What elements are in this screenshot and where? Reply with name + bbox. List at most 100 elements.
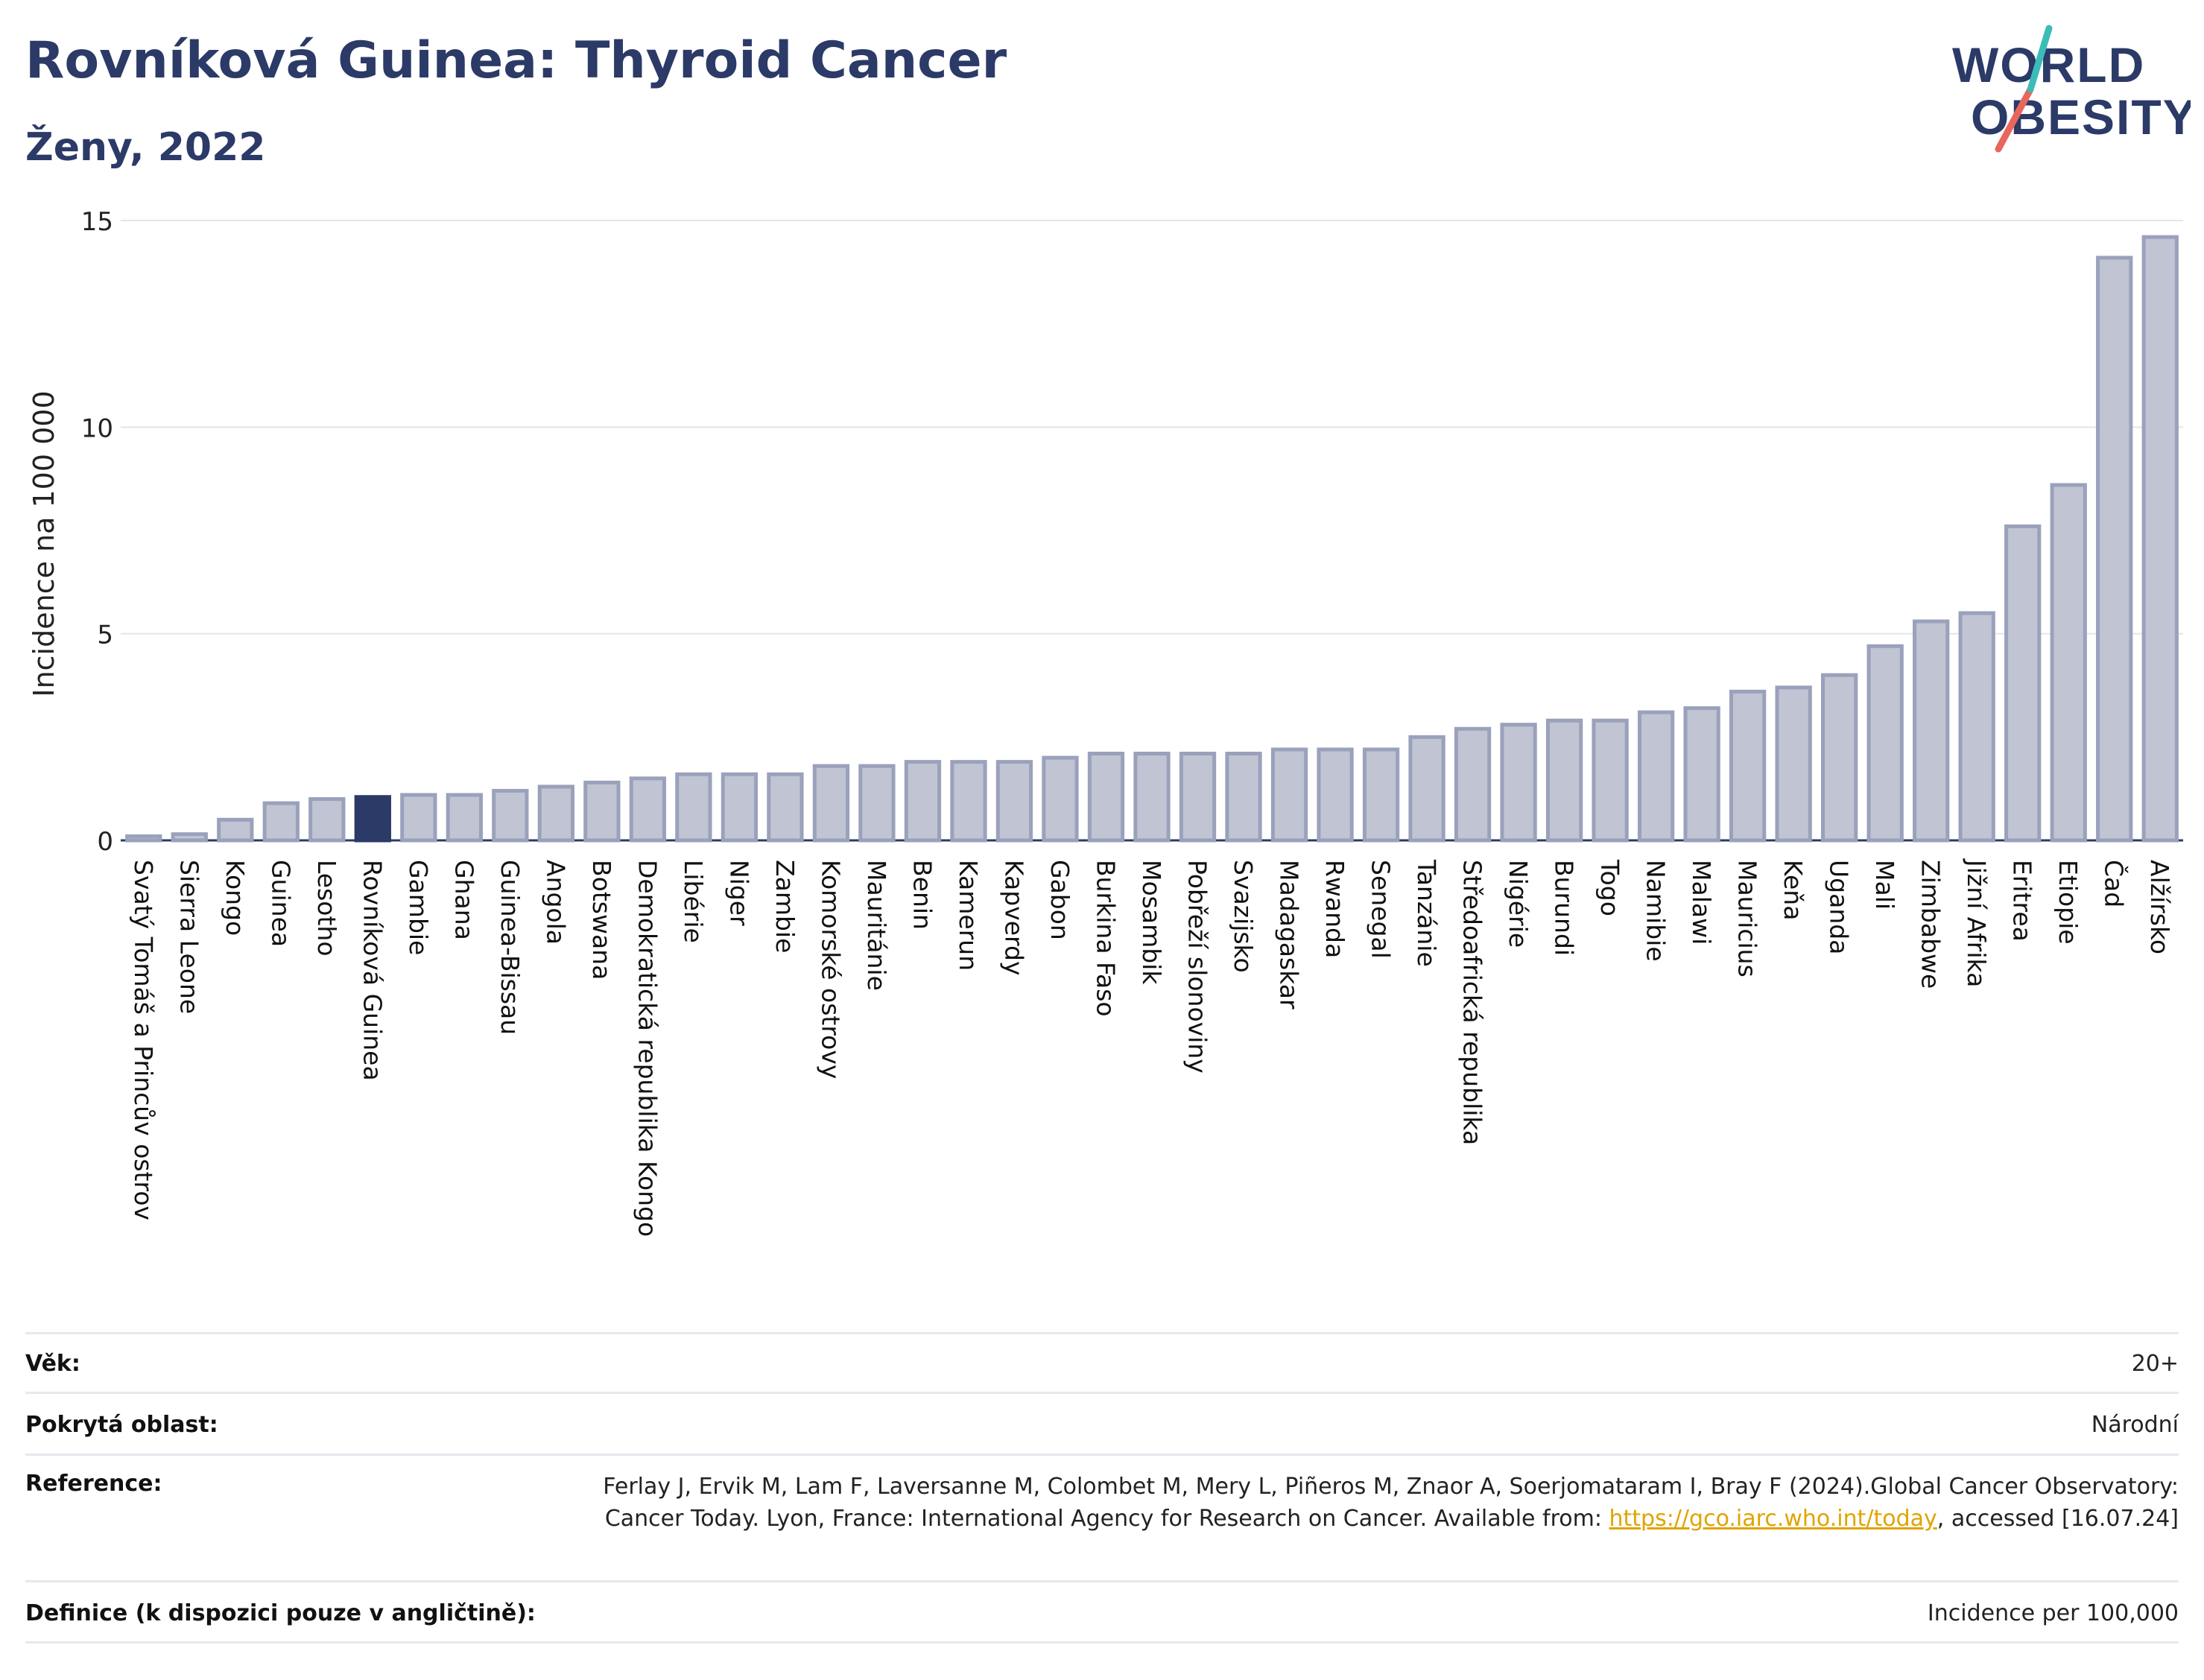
reference-accessed: , accessed [16.07.24]	[1937, 1506, 2179, 1532]
x-tick-label: Kamerun	[954, 860, 983, 971]
x-tick-label: Mauritánie	[862, 860, 891, 991]
x-tick-label: Demokratická republika Kongo	[633, 860, 662, 1237]
bar	[2050, 483, 2087, 843]
bar	[308, 797, 346, 843]
bar	[1500, 723, 1537, 843]
x-tick-label: Ghana	[449, 860, 478, 940]
bar	[1454, 726, 1492, 843]
bar	[583, 780, 621, 843]
x-tick-label: Botswana	[587, 860, 616, 980]
x-tick-label: Rwanda	[1320, 860, 1349, 958]
bar	[1225, 752, 1262, 843]
bar	[2096, 256, 2133, 843]
bar	[1270, 747, 1308, 843]
x-tick-label: Čad	[2100, 860, 2129, 907]
chart-subtitle: Ženy, 2022	[25, 125, 266, 170]
x-tick-label: Madagaskar	[1275, 860, 1304, 1009]
x-tick-label: Mosambik	[1137, 860, 1166, 985]
x-tick-label: Togo	[1595, 859, 1624, 916]
reference-link[interactable]: https://gco.iarc.who.int/today	[1609, 1506, 1937, 1532]
info-row-reference: Reference: Ferlay J, Ervik M, Lam F, Lav…	[25, 1454, 2179, 1580]
y-tick-label: 5	[97, 621, 113, 650]
bar-chart: 0 5 10 15 Svatý Tomáš a Princův ostrov Sierr…	[28, 207, 2183, 1237]
x-tick-label: Lesotho	[312, 860, 341, 957]
bar	[858, 764, 896, 843]
x-tick-label: Pobřeží slonoviny	[1183, 860, 1212, 1074]
bar	[1637, 710, 1675, 843]
reference-label: Reference:	[25, 1471, 162, 1497]
y-axis-ticks: 0 5 10 15	[81, 207, 113, 857]
reference-text: Ferlay J, Ervik M, Lam F, Laversanne M, …	[603, 1474, 2179, 1532]
info-row-coverage: Pokrytá oblast: Národní	[25, 1392, 2179, 1454]
bar	[995, 760, 1033, 843]
x-tick-label: Guinea	[266, 860, 295, 947]
x-tick-label: Niger	[724, 860, 753, 926]
x-tick-label: Mauricius	[1733, 860, 1762, 977]
bar	[537, 784, 574, 843]
x-tick-label: Keňa	[1779, 860, 1808, 920]
info-row-definition: Definice (k dispozici pouze v angličtině…	[25, 1580, 2179, 1643]
bar	[2004, 524, 2042, 843]
x-tick-label: Kongo	[221, 860, 250, 936]
x-tick-label: Namibie	[1641, 860, 1671, 962]
x-tick-label: Středoafrická republika	[1458, 860, 1487, 1145]
bar	[1958, 611, 1995, 843]
svg-text:WORLD: WORLD	[1952, 37, 2145, 92]
x-tick-label: Zimbabwe	[1916, 860, 1945, 989]
world-obesity-logo: WORLD OBESITY	[1952, 25, 2191, 153]
bar	[171, 832, 208, 843]
bar	[262, 801, 300, 843]
bar	[904, 760, 942, 843]
x-tick-label: Burkina Faso	[1091, 860, 1120, 1017]
x-tick-label: Malawi	[1687, 860, 1716, 945]
y-tick-label: 10	[81, 413, 113, 443]
bar	[1866, 644, 1904, 843]
x-tick-label: Guinea-Bissau	[495, 860, 525, 1035]
x-tick-label: Gambie	[404, 860, 433, 955]
bar	[1179, 752, 1217, 843]
x-tick-label: Senegal	[1367, 860, 1396, 959]
x-tick-label: Zambie	[770, 860, 799, 953]
bar	[400, 793, 437, 843]
info-row-age: Věk: 20+	[25, 1332, 2179, 1392]
bar	[1317, 747, 1354, 843]
bar	[1545, 718, 1583, 843]
x-tick-label: Benin	[908, 860, 937, 930]
x-tick-label: Svazijsko	[1229, 860, 1258, 973]
bar	[675, 772, 712, 843]
bar	[492, 788, 529, 843]
y-tick-label: 0	[97, 827, 113, 857]
x-tick-label: Etiopie	[2053, 860, 2083, 945]
x-tick-label: Svatý Tomáš a Princův ostrov	[129, 860, 158, 1220]
bar	[1913, 619, 1950, 843]
chart-title: Rovníková Guinea: Thyroid Cancer	[25, 31, 1007, 90]
x-tick-label: Libérie	[679, 860, 708, 943]
age-value: 20+	[2131, 1351, 2179, 1377]
x-tick-label: Alžírsko	[2145, 860, 2174, 954]
bar	[950, 760, 987, 843]
bar	[1821, 673, 1858, 843]
bar	[1408, 735, 1445, 843]
bar	[217, 817, 254, 843]
bar	[1133, 752, 1171, 843]
x-tick-label: Burundi	[1550, 860, 1579, 956]
x-tick-label: Kapverdy	[999, 860, 1028, 976]
y-tick-label: 15	[81, 207, 113, 237]
coverage-value: Národní	[2091, 1412, 2179, 1438]
age-label: Věk:	[25, 1351, 80, 1377]
x-tick-label: Jižní Afrika	[1962, 858, 1991, 987]
x-tick-label: Komorské ostrovy	[816, 860, 845, 1079]
reference-value: Ferlay J, Ervik M, Lam F, Laversanne M, …	[592, 1471, 2179, 1535]
bar	[721, 772, 759, 843]
info-table: Věk: 20+ Pokrytá oblast: Národní Referen…	[25, 1332, 2179, 1643]
coverage-label: Pokrytá oblast:	[25, 1412, 218, 1438]
bar	[1087, 752, 1125, 843]
bar	[812, 764, 850, 843]
x-tick-label: Uganda	[1825, 860, 1854, 954]
x-tick-label: Tanzánie	[1412, 859, 1441, 967]
x-tick-label: Mali	[1870, 860, 1899, 910]
x-tick-label: Rovníková Guinea	[358, 860, 387, 1081]
bar	[1042, 755, 1079, 843]
bar	[125, 834, 162, 843]
x-tick-label: Eritrea	[2008, 860, 2037, 942]
